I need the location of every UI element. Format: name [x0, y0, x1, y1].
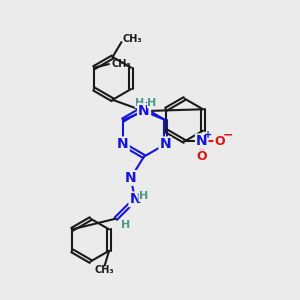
Text: N: N [117, 137, 129, 152]
Text: N: N [159, 137, 171, 152]
Text: CH₃: CH₃ [95, 265, 114, 275]
Text: N: N [138, 104, 150, 118]
Text: CH₃: CH₃ [111, 59, 131, 69]
Text: O: O [214, 135, 225, 148]
Text: N: N [138, 101, 150, 115]
Text: N: N [196, 134, 208, 148]
Text: −: − [223, 128, 233, 141]
Text: N: N [125, 171, 136, 185]
Text: N: N [129, 192, 141, 206]
Text: N: N [139, 104, 150, 118]
Text: H: H [121, 220, 130, 230]
Text: +: + [204, 130, 212, 140]
Text: H: H [139, 191, 148, 201]
Text: CH₃: CH₃ [123, 34, 142, 44]
Text: H: H [148, 98, 157, 108]
Text: H: H [135, 98, 145, 108]
Text: O: O [196, 150, 207, 163]
